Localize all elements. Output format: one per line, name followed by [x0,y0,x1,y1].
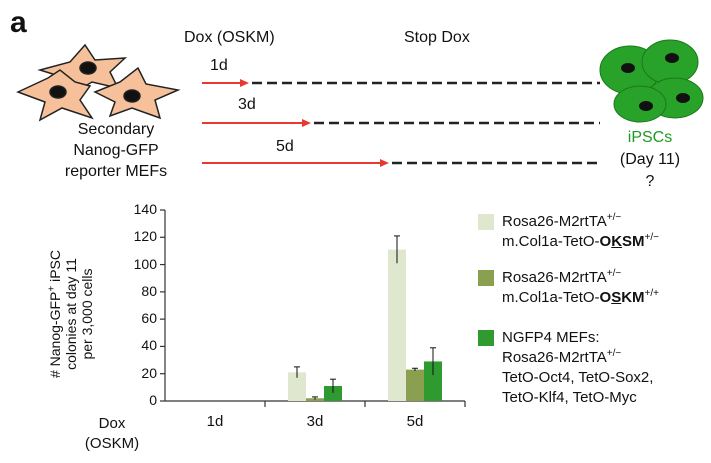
y-tick-label: 60 [141,310,157,327]
panel-letter: a [10,6,27,39]
legend-ngfp4-sup-1: +/− [606,348,622,359]
legend-oskm-line-2: m.Col1a-TetO-OSKM+/+ [502,288,659,308]
x-axis-title-line-2: (OSKM) [84,435,140,452]
y-axis-title-part-2: iPSC [47,250,63,286]
y-tick-label: 0 [149,392,157,408]
legend-ngfp4-line-2-text: Rosa26-M2rtTA [502,349,607,366]
dox-oskm-label: Dox (OSKM) [184,29,275,46]
legend-oksm-line-1-text: Rosa26-M2rtTA [502,213,607,230]
y-axis-title-line-2: colonies at day 11 [63,258,79,370]
mef-cells-icon [16,43,181,122]
legend-oskm-bold-post: KM [621,289,645,306]
legend-oksm-bold-post: SM [622,233,645,250]
bar [424,361,442,401]
x-axis-title: Dox (OSKM) [82,414,142,454]
legend-oskm-sup-1: +/− [606,268,622,279]
legend-oskm-line-2-text: m.Col1a-TetO- [502,289,600,306]
y-axis-title-line-3: per 3,000 cells [79,268,95,360]
legend-ngfp4-line-3: TetO-Oct4, TetO-Sox2, [502,369,654,386]
legend-swatch-oskm [478,270,494,286]
stop-dox-label: Stop Dox [404,29,470,46]
y-axis-title-line-1: # Nanog-GFP+ iPSC [46,219,63,409]
dox-timeline [202,79,600,167]
bar [324,385,342,401]
legend-ngfp4-line-4: TetO-Klf4, TetO-Myc [502,389,637,406]
ipsc-day-label: (Day 11) [619,151,681,168]
bar [388,249,406,401]
x-tick-label: 3d [306,413,324,430]
legend-text-oksm: Rosa26-M2rtTA+/− m.Col1a-TetO-OKSM+/− [502,212,659,252]
cells-label-line-3: reporter MEFs [64,163,168,180]
legend-oksm-sup-1: +/− [606,212,622,223]
y-tick-label: 20 [141,364,157,381]
y-axis-title-sup: + [46,285,58,292]
ipsc-label: iPSCs [627,129,673,146]
legend-oksm-line-2-text: m.Col1a-TetO- [502,233,600,250]
duration-5d-label: 5d [276,138,294,155]
cells-label-line-1: Secondary [77,121,155,138]
legend-ngfp4-line-2: Rosa26-M2rtTA+/− [502,348,653,368]
y-tick-label: 40 [141,337,157,354]
y-axis-title: # Nanog-GFP+ iPSC colonies at day 11 per… [46,219,95,409]
duration-1d-label: 1d [210,57,228,74]
legend-text-ngfp4: NGFP4 MEFs: Rosa26-M2rtTA+/− TetO-Oct4, … [502,328,653,408]
legend-oskm-sup-2: +/+ [644,288,660,299]
legend-ngfp4-line-1: NGFP4 MEFs: [502,329,600,346]
legend-oksm-line-1: Rosa26-M2rtTA+/− [502,212,659,232]
ipsc-colony-icon [599,39,704,123]
y-axis-title-part-1: # Nanog-GFP [47,291,63,379]
legend-oksm-line-2: m.Col1a-TetO-OKSM+/− [502,232,659,252]
duration-3d-label: 3d [238,96,256,113]
bar [288,372,306,401]
bar [406,369,424,401]
y-tick-label: 80 [141,282,157,299]
legend-text-oskm: Rosa26-M2rtTA+/− m.Col1a-TetO-OSKM+/+ [502,268,659,308]
x-tick-label: 5d [406,413,424,430]
x-tick-label: 1d [206,413,224,430]
y-tick-label: 120 [133,228,157,245]
y-tick-label: 140 [133,201,157,217]
legend-swatch-ngfp4 [478,330,494,346]
ipsc-question-mark: ? [645,173,655,190]
legend-oskm-line-1: Rosa26-M2rtTA+/− [502,268,659,288]
y-tick-label: 100 [133,255,157,272]
x-axis-title-line-1: Dox [98,415,126,432]
legend-oksm-sup-2: +/− [644,232,660,243]
legend-oksm-bold-pre: O [599,233,612,250]
legend-oskm-bold-pre: O [599,289,612,306]
cells-label: Secondary Nanog-GFP reporter MEFs [36,119,196,182]
cells-label-line-2: Nanog-GFP [73,142,159,159]
legend-oskm-line-1-text: Rosa26-M2rtTA [502,269,607,286]
legend-oksm-bold-ul: K [611,233,623,250]
legend-oskm-bold-ul: S [611,289,622,306]
legend-swatch-oksm [478,214,494,230]
